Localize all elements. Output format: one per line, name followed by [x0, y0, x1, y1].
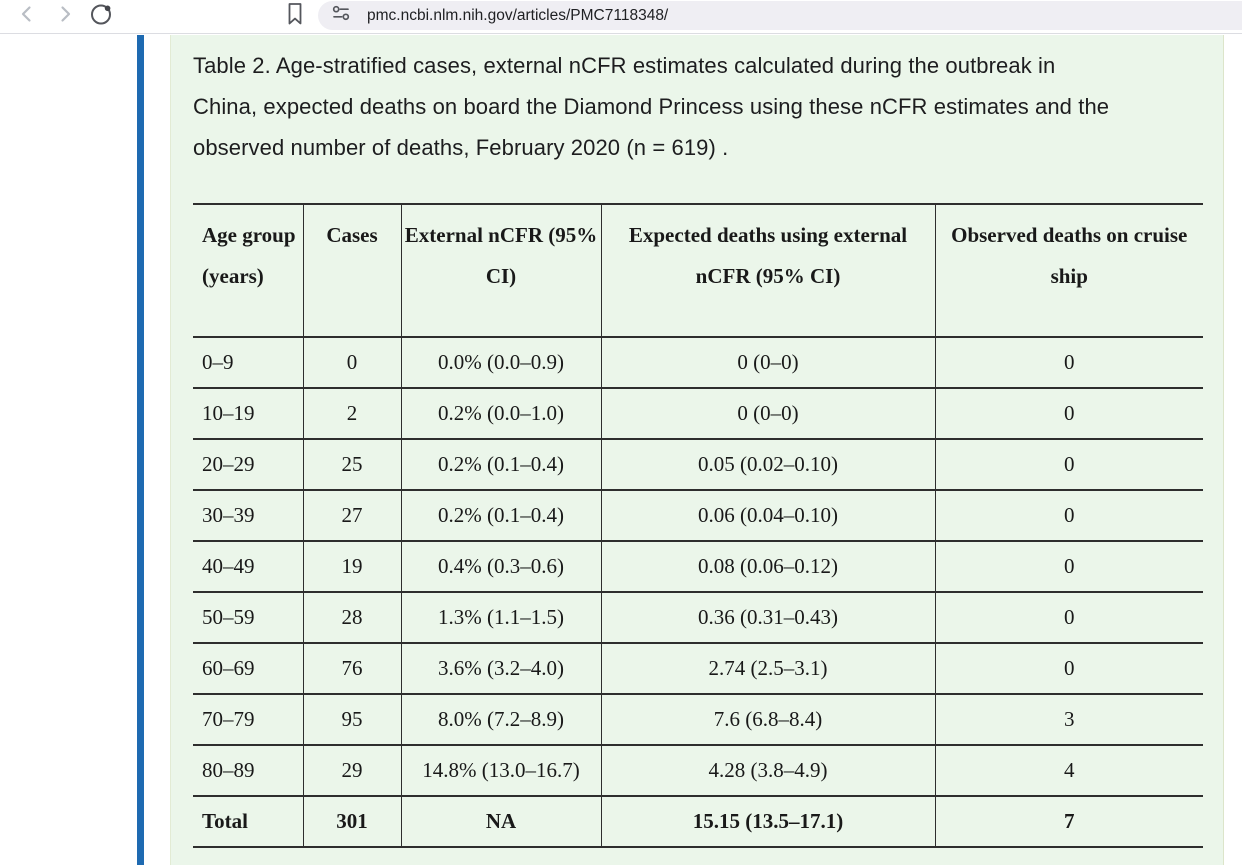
cell-expected: 7.6 (6.8–8.4) — [600, 693, 935, 745]
table-row: 80–89 29 14.8% (13.0–16.7) 4.28 (3.8–4.9… — [193, 744, 1203, 796]
article-accent-bar — [137, 35, 144, 865]
cell-cases: 19 — [302, 540, 401, 592]
forward-button[interactable] — [52, 3, 78, 29]
cell-observed: 0 — [934, 642, 1203, 694]
cell-ncfr: 0.0% (0.0–0.9) — [400, 336, 601, 388]
table-header-row: Age group (years) Cases External nCFR (9… — [193, 203, 1203, 337]
cell-cases: 27 — [302, 489, 401, 541]
header-expected-deaths: Expected deaths using external nCFR (95%… — [600, 203, 935, 337]
back-button[interactable] — [14, 3, 40, 29]
forward-icon — [54, 3, 76, 30]
cell-expected: 0.05 (0.02–0.10) — [600, 438, 935, 490]
cell-observed: 0 — [934, 387, 1203, 439]
cell-cases: 28 — [302, 591, 401, 643]
table-row: 70–79 95 8.0% (7.2–8.9) 7.6 (6.8–8.4) 3 — [193, 693, 1203, 745]
cell-ncfr: 14.8% (13.0–16.7) — [400, 744, 601, 796]
cell-age: 10–19 — [193, 387, 303, 439]
table-row: 10–19 2 0.2% (0.0–1.0) 0 (0–0) 0 — [193, 387, 1203, 439]
reload-icon — [88, 1, 114, 32]
table-caption-line: China, expected deaths on board the Diam… — [193, 94, 1110, 119]
cell-age: 60–69 — [193, 642, 303, 694]
cell-ncfr: 3.6% (3.2–4.0) — [400, 642, 601, 694]
age-stratified-table: Age group (years) Cases External nCFR (9… — [193, 203, 1203, 848]
table-row: 30–39 27 0.2% (0.1–0.4) 0.06 (0.04–0.10)… — [193, 489, 1203, 541]
cell-cases: 301 — [302, 795, 401, 847]
cell-cases: 29 — [302, 744, 401, 796]
cell-age: 70–79 — [193, 693, 303, 745]
table-caption: Table 2. Age-stratified cases, external … — [193, 45, 1223, 168]
reload-button[interactable] — [88, 3, 114, 29]
header-age-group: Age group (years) — [193, 203, 303, 337]
table-row: 40–49 19 0.4% (0.3–0.6) 0.08 (0.06–0.12)… — [193, 540, 1203, 592]
table-view-panel: Table 2. Age-stratified cases, external … — [170, 35, 1224, 865]
cell-observed: 0 — [934, 540, 1203, 592]
site-settings-icon[interactable] — [331, 3, 351, 28]
bookmark-icon — [284, 1, 306, 32]
header-observed-deaths: Observed deaths on cruise ship — [934, 203, 1203, 337]
cell-ncfr: 0.4% (0.3–0.6) — [400, 540, 601, 592]
bookmark-button[interactable] — [282, 1, 308, 32]
cell-expected: 2.74 (2.5–3.1) — [600, 642, 935, 694]
cell-age: 20–29 — [193, 438, 303, 490]
cell-observed: 0 — [934, 489, 1203, 541]
cell-cases: 95 — [302, 693, 401, 745]
cell-ncfr: 1.3% (1.1–1.5) — [400, 591, 601, 643]
cell-age: Total — [193, 795, 303, 847]
address-bar[interactable]: pmc.ncbi.nlm.nih.gov/articles/PMC7118348… — [318, 1, 1242, 30]
cell-age: 30–39 — [193, 489, 303, 541]
cell-expected: 0.06 (0.04–0.10) — [600, 489, 935, 541]
table-total-row: Total 301 NA 15.15 (13.5–17.1) 7 — [193, 795, 1203, 847]
header-cases: Cases — [302, 203, 401, 337]
cell-ncfr: 0.2% (0.1–0.4) — [400, 489, 601, 541]
cell-observed: 0 — [934, 438, 1203, 490]
cell-cases: 2 — [302, 387, 401, 439]
cell-expected: 4.28 (3.8–4.9) — [600, 744, 935, 796]
cell-observed: 0 — [934, 336, 1203, 388]
url-text: pmc.ncbi.nlm.nih.gov/articles/PMC7118348… — [367, 6, 669, 24]
cell-observed: 0 — [934, 591, 1203, 643]
cell-ncfr: 0.2% (0.0–1.0) — [400, 387, 601, 439]
cell-expected: 0 (0–0) — [600, 336, 935, 388]
cell-observed: 7 — [934, 795, 1203, 847]
cell-cases: 0 — [302, 336, 401, 388]
table-row: 60–69 76 3.6% (3.2–4.0) 2.74 (2.5–3.1) 0 — [193, 642, 1203, 694]
cell-age: 40–49 — [193, 540, 303, 592]
cell-expected: 0 (0–0) — [600, 387, 935, 439]
cell-expected: 0.36 (0.31–0.43) — [600, 591, 935, 643]
cell-ncfr: 0.2% (0.1–0.4) — [400, 438, 601, 490]
back-icon — [16, 3, 38, 30]
header-external-ncfr: External nCFR (95% CI) — [400, 203, 601, 337]
table-caption-line: observed number of deaths, February 2020… — [193, 135, 729, 160]
table-caption-line: Table 2. Age-stratified cases, external … — [193, 53, 1056, 78]
table-row: 50–59 28 1.3% (1.1–1.5) 0.36 (0.31–0.43)… — [193, 591, 1203, 643]
cell-ncfr: NA — [400, 795, 601, 847]
cell-age: 80–89 — [193, 744, 303, 796]
table-row: 0–9 0 0.0% (0.0–0.9) 0 (0–0) 0 — [193, 336, 1203, 388]
cell-expected: 0.08 (0.06–0.12) — [600, 540, 935, 592]
cell-age: 50–59 — [193, 591, 303, 643]
cell-expected: 15.15 (13.5–17.1) — [600, 795, 935, 847]
cell-observed: 3 — [934, 693, 1203, 745]
cell-cases: 76 — [302, 642, 401, 694]
cell-cases: 25 — [302, 438, 401, 490]
cell-ncfr: 8.0% (7.2–8.9) — [400, 693, 601, 745]
cell-age: 0–9 — [193, 336, 303, 388]
browser-toolbar: pmc.ncbi.nlm.nih.gov/articles/PMC7118348… — [0, 0, 1242, 34]
table-row: 20–29 25 0.2% (0.1–0.4) 0.05 (0.02–0.10)… — [193, 438, 1203, 490]
cell-observed: 4 — [934, 744, 1203, 796]
